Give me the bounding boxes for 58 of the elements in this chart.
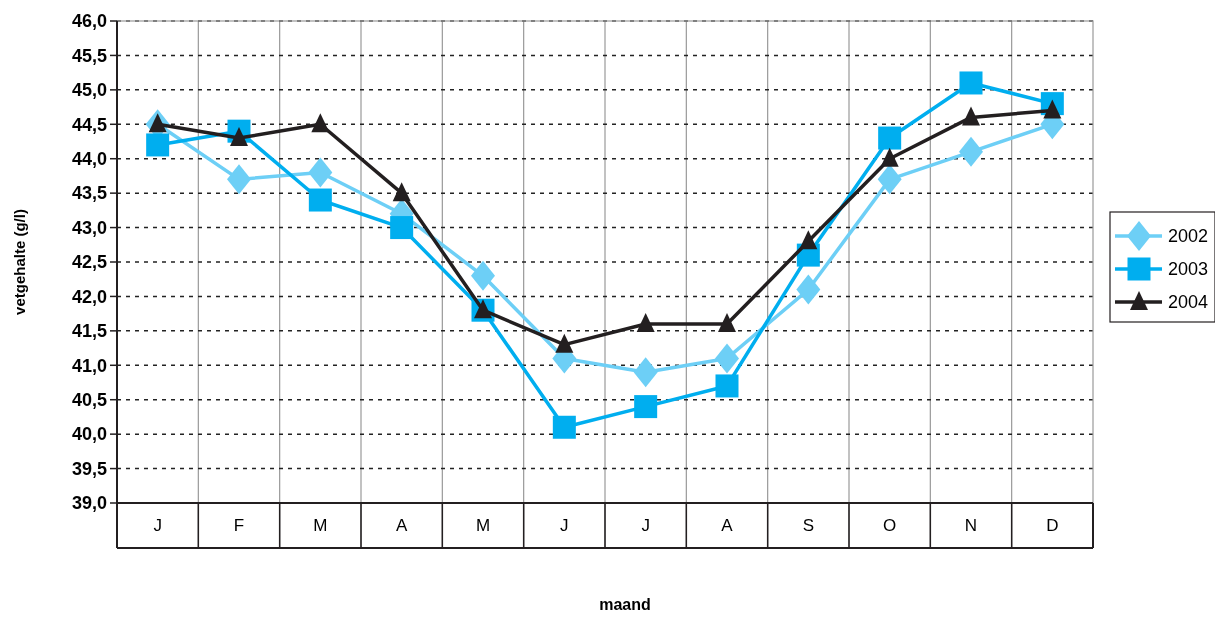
point — [959, 71, 983, 95]
point — [959, 136, 983, 167]
point — [227, 164, 251, 195]
point — [880, 147, 899, 167]
x-tick-label: J — [560, 516, 569, 536]
x-tick-label: A — [721, 516, 734, 536]
point — [715, 374, 739, 398]
y-tick-label: 40,5 — [71, 390, 107, 411]
point — [636, 312, 655, 332]
x-tick-label: D — [1046, 516, 1059, 536]
y-tick-label: 45,5 — [71, 45, 107, 66]
point — [311, 113, 330, 133]
y-tick-label: 41,0 — [71, 355, 107, 376]
x-tick-label: O — [883, 516, 897, 536]
point — [877, 164, 902, 195]
point — [1043, 99, 1062, 119]
point — [230, 127, 248, 147]
point — [878, 126, 902, 150]
y-tick-label: 45,0 — [71, 80, 107, 101]
x-tick-label: J — [153, 516, 162, 536]
point — [962, 106, 980, 126]
point — [718, 312, 736, 332]
point — [715, 343, 739, 374]
legend-label: 2002 — [1168, 226, 1209, 247]
x-axis-title: maand — [599, 595, 651, 613]
x-tick-label: N — [964, 516, 978, 536]
point — [392, 182, 411, 202]
y-tick-label: 40,0 — [71, 424, 107, 445]
point — [390, 216, 414, 240]
x-tick-label: J — [641, 516, 650, 536]
point — [799, 230, 818, 250]
y-tick-label: 39,5 — [71, 458, 107, 479]
point — [555, 333, 574, 353]
y-tick-label: 46,0 — [71, 11, 107, 32]
legend-label: 2004 — [1168, 292, 1209, 313]
x-tick-label: S — [802, 516, 815, 536]
x-tick-label: A — [395, 516, 408, 536]
point — [634, 395, 658, 419]
point — [633, 357, 658, 388]
y-tick-label: 42,5 — [71, 252, 107, 273]
y-tick-label: 43,0 — [71, 217, 107, 238]
y-tick-label: 39,0 — [71, 493, 107, 514]
point — [308, 157, 333, 188]
point — [146, 133, 170, 157]
x-tick-label: F — [233, 516, 245, 536]
y-tick-label: 41,5 — [71, 321, 107, 342]
point — [308, 188, 332, 212]
x-tick-label: M — [313, 516, 328, 536]
y-tick-label: 44,0 — [71, 149, 107, 170]
y-axis-title: vetgehalte (g/l) — [11, 209, 29, 315]
point — [796, 274, 821, 305]
point — [552, 415, 576, 439]
y-tick-label: 44,5 — [71, 114, 107, 135]
legend-label: 2003 — [1168, 259, 1209, 280]
x-tick-label: M — [475, 516, 491, 536]
point — [471, 260, 495, 291]
y-tick-label: 42,0 — [71, 286, 107, 307]
y-tick-label: 43,5 — [71, 183, 107, 204]
